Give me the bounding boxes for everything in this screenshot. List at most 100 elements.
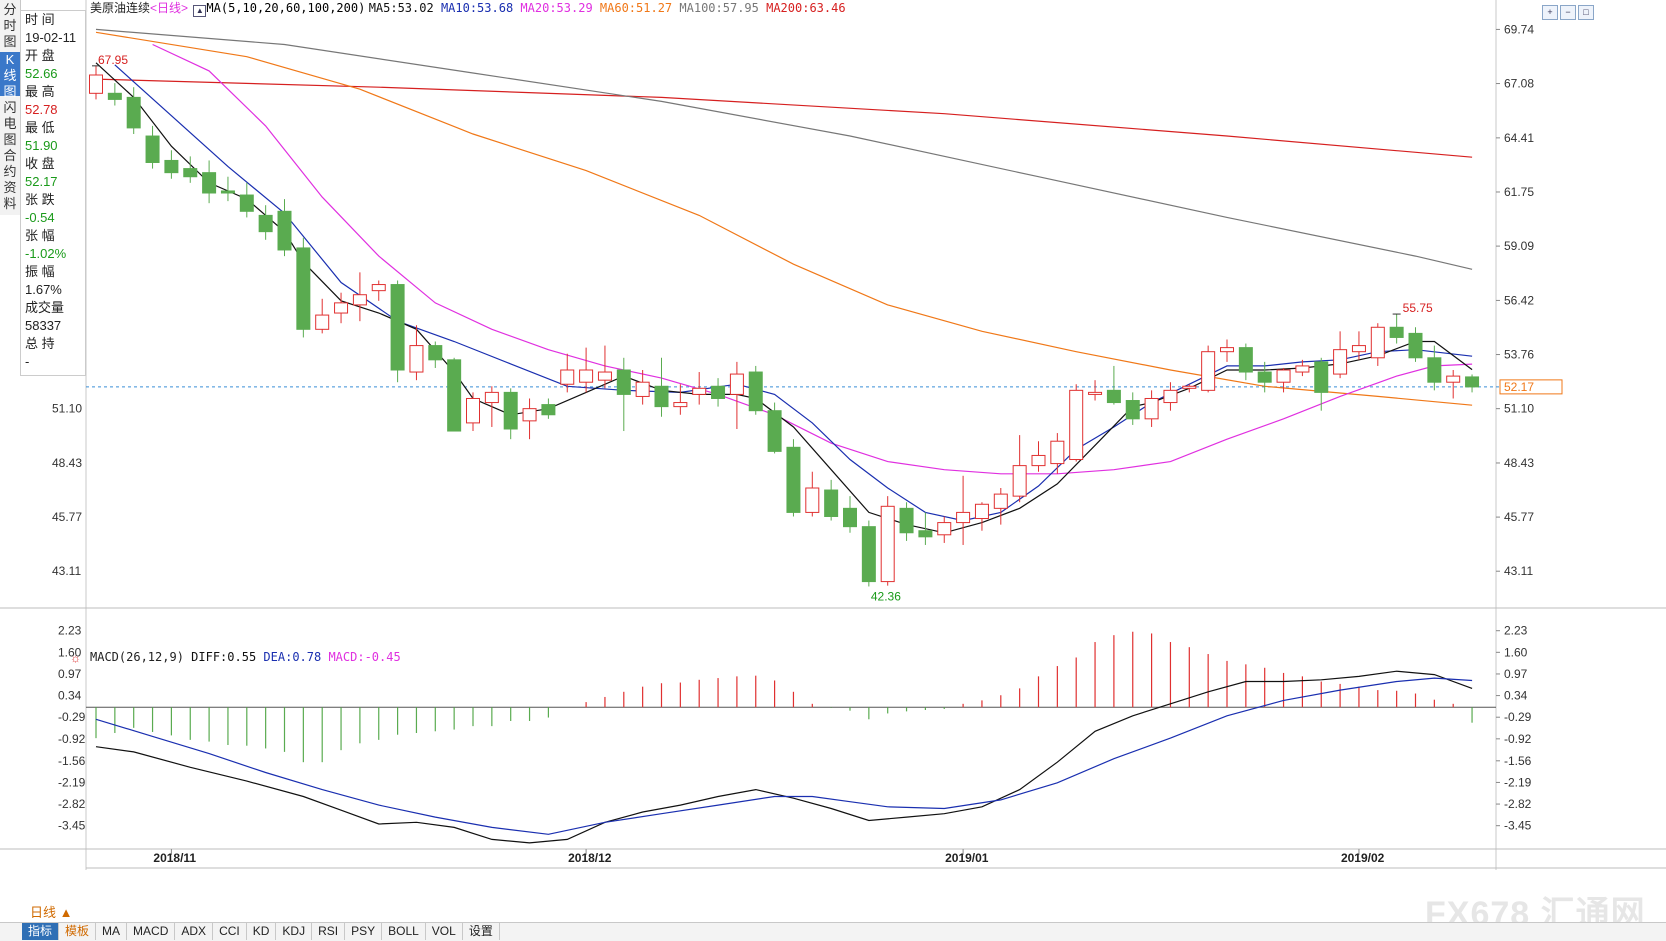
candle-body xyxy=(1069,389,1084,461)
candle-body xyxy=(1295,365,1310,373)
candle-body xyxy=(89,74,103,94)
candle-body xyxy=(1031,454,1046,467)
high-price-label: 67.95 xyxy=(98,53,128,67)
candle-body xyxy=(258,214,273,233)
ma-values: MA5:53.02 MA10:53.68 MA20:53.29 MA60:51.… xyxy=(369,1,846,15)
candle-body xyxy=(654,385,669,408)
ma-toggle-icon[interactable]: ▲ xyxy=(193,5,207,17)
candle-body xyxy=(956,511,971,524)
y-tick-label-right: 53.76 xyxy=(1504,348,1534,362)
indicator-tab-模板[interactable]: 模板 xyxy=(59,923,97,940)
info-label: 张 幅 xyxy=(25,228,55,243)
candle-body xyxy=(1276,369,1291,383)
y-tick-label-left: 45.77 xyxy=(52,510,82,524)
ma-value-label: MA10:53.68 xyxy=(440,1,521,15)
info-label: 最 高 xyxy=(25,84,55,99)
candle-body xyxy=(447,359,462,432)
candle-body xyxy=(1257,371,1272,383)
candle-body xyxy=(164,159,179,174)
symbol-name: 美原油连续 xyxy=(90,1,151,15)
ohlc-info-panel: 时 间 19-02-11 开 盘 52.66 最 高 52.78 最 低 51.90 收 盘 52… xyxy=(20,10,86,376)
ma-value-label: MA5:53.02 xyxy=(368,1,441,15)
zoom-in-icon[interactable]: + xyxy=(1542,5,1558,20)
candle-body xyxy=(824,489,839,517)
indicator-tab-设置[interactable]: 设置 xyxy=(463,923,500,940)
indicator-tab-kd[interactable]: KD xyxy=(247,923,277,940)
kline-header: 美原油连续<日线> ▲ MA(5,10,20,60,100,200) MA5:53… xyxy=(90,0,846,18)
candle-body xyxy=(616,369,631,395)
period-selector[interactable]: 日线 ▲ xyxy=(30,905,73,920)
candle-body xyxy=(1351,345,1366,353)
ma-value-label: MA60:51.27 xyxy=(599,1,680,15)
macd-dea-line xyxy=(95,677,1473,835)
indicator-tab-cci[interactable]: CCI xyxy=(213,923,247,940)
y-tick-label-right: 64.41 xyxy=(1504,131,1534,145)
candle-body xyxy=(428,345,443,361)
indicator-tab-rsi[interactable]: RSI xyxy=(312,923,346,940)
candle-body xyxy=(673,402,688,408)
tab-flash-label: 闪电图 xyxy=(3,100,17,147)
candle-body xyxy=(1012,465,1027,497)
tab-time-share[interactable]: 分时图 xyxy=(0,2,20,49)
date-tick-label: 2019/02 xyxy=(1341,851,1385,865)
ma100-line xyxy=(95,28,1473,270)
candle-body xyxy=(352,294,367,306)
candle-body xyxy=(466,397,480,424)
y-tick-label-right: 59.09 xyxy=(1504,239,1534,253)
macd-y-tick-label-right: -1.56 xyxy=(1504,754,1532,768)
y-tick-label-right: 43.11 xyxy=(1504,564,1533,578)
y-tick-label-right: 69.74 xyxy=(1504,22,1534,36)
macd-header: MACD(26,12,9) DIFF:0.55 DEA:0.78 MACD:-0… xyxy=(90,649,401,667)
candle-body xyxy=(334,302,349,314)
macd-y-tick-label-right: 2.23 xyxy=(1504,624,1528,638)
candle-body xyxy=(1220,347,1234,353)
ma20-line xyxy=(152,43,1473,475)
macd-settings-icon[interactable]: ☼ xyxy=(70,651,81,665)
candle-body xyxy=(560,369,575,385)
candle-body xyxy=(107,92,122,100)
indicator-tab-macd[interactable]: MACD xyxy=(127,923,176,940)
macd-y-tick-label-right: 0.97 xyxy=(1504,667,1528,681)
candle-body xyxy=(183,168,198,178)
macd-diff: DIFF:0.55 xyxy=(191,650,257,664)
kline-chart: 69.74 67.08 64.41 61.75 59.09 56.42 53.76 51.10… xyxy=(0,0,1666,870)
tab-contract-info[interactable]: 合约资料 xyxy=(0,148,20,211)
last-price-box xyxy=(1499,379,1563,395)
indicator-tab-指标[interactable]: 指标 xyxy=(22,923,60,940)
candle-body xyxy=(937,522,952,536)
candle-body xyxy=(315,314,330,330)
candle-body xyxy=(993,493,1008,509)
macd-y-tick-label-right: -0.92 xyxy=(1504,732,1532,746)
macd-y-tick-label-left: -3.45 xyxy=(58,819,86,833)
info-value: 52.17 xyxy=(25,174,58,189)
fullscreen-icon[interactable]: □ xyxy=(1578,5,1594,20)
info-value: - xyxy=(25,354,30,369)
candle-body xyxy=(918,530,933,538)
indicator-tab-boll[interactable]: BOLL xyxy=(382,923,426,940)
indicator-tab-vol[interactable]: VOL xyxy=(426,923,463,940)
y-tick-label-left: 48.43 xyxy=(52,456,82,470)
ma60-line xyxy=(95,31,1473,406)
indicator-tab-ma[interactable]: MA xyxy=(96,923,128,940)
indicator-tab-adx[interactable]: ADX xyxy=(175,923,214,940)
candle-body xyxy=(880,505,895,583)
indicator-tab-psy[interactable]: PSY xyxy=(345,923,383,940)
tab-flash[interactable]: 闪电图 xyxy=(0,100,20,147)
candle-body xyxy=(1333,349,1348,375)
macd-y-tick-label-left: -0.29 xyxy=(58,710,86,724)
indicator-tab-kdj[interactable]: KDJ xyxy=(276,923,313,940)
candle-body xyxy=(748,371,763,412)
tab-kline[interactable]: K线图 xyxy=(0,52,20,99)
info-value: -1.02% xyxy=(25,246,67,261)
high-price-label-2: 55.75 xyxy=(1403,301,1433,315)
candle-body xyxy=(1106,389,1121,404)
candle-body xyxy=(861,526,876,583)
zoom-out-icon[interactable]: − xyxy=(1560,5,1576,20)
candle-body xyxy=(1238,347,1253,373)
y-tick-label-right: 48.43 xyxy=(1504,456,1534,470)
candle-body xyxy=(843,507,857,528)
macd-y-tick-label-right: 1.60 xyxy=(1504,645,1528,659)
date-tick-label: 2018/12 xyxy=(568,851,612,865)
tab-time-share-label: 分时图 xyxy=(3,2,17,49)
info-value: 52.78 xyxy=(25,102,58,117)
